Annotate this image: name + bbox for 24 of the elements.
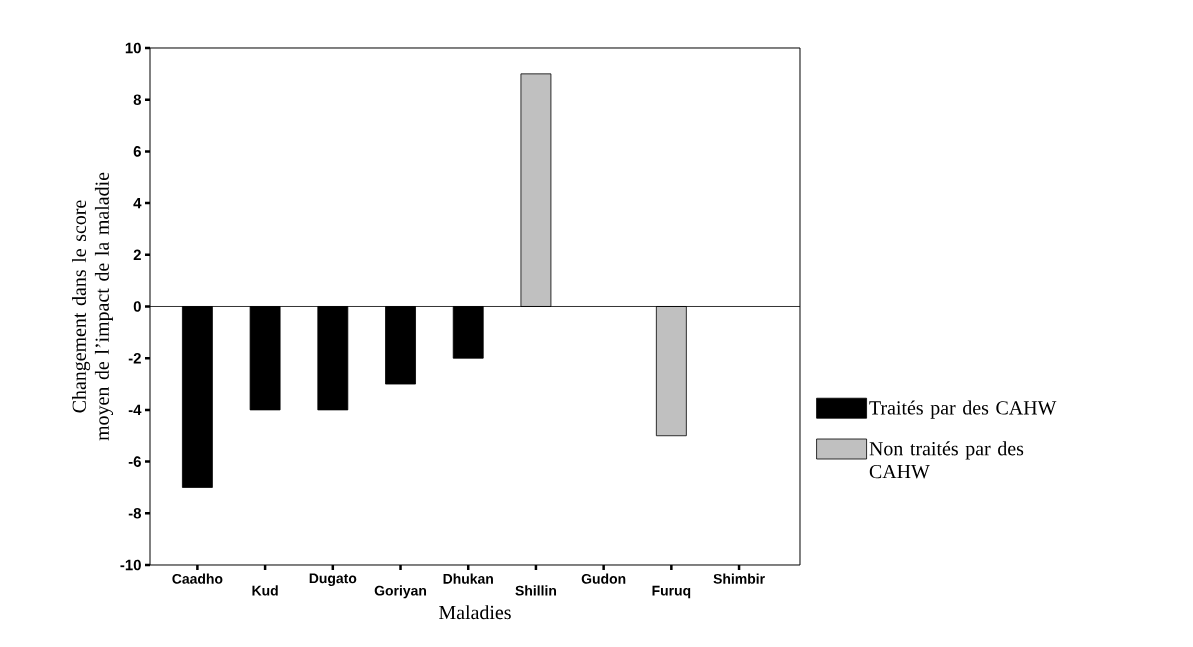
y-axis-title: Changement dans le score moyen de l’impact de la maladie xyxy=(72,172,114,441)
y-tick-label: -6 xyxy=(128,456,141,467)
x-tick-label: Shimbir xyxy=(713,573,765,584)
y-tick-label: -8 xyxy=(128,508,142,519)
x-tick-label: Kud xyxy=(252,585,278,596)
y-tick-label: 6 xyxy=(133,146,141,157)
x-tick-label: Dugato xyxy=(309,573,357,587)
x-tick-label: Gudon xyxy=(581,573,626,584)
legend-label: Non traités par des CAHW xyxy=(869,441,1024,479)
y-tick-label: -2 xyxy=(128,352,141,364)
y-tick-label: 8 xyxy=(133,94,142,105)
x-tick-label: Shillin xyxy=(515,585,556,596)
y-tick-label: -10 xyxy=(120,559,141,571)
legend-label: Traités par des CAHW xyxy=(869,400,1057,419)
y-tick-label: 0 xyxy=(133,301,141,312)
x-tick-label: Caadho xyxy=(172,573,223,584)
y-tick-label: 10 xyxy=(125,42,141,54)
x-tick-label: Dhukan xyxy=(443,573,493,584)
x-tick-label: Furuq xyxy=(652,585,691,599)
y-tick-label: -4 xyxy=(128,404,142,416)
x-tick-label: Goriyan xyxy=(374,585,427,599)
y-tick-label: 2 xyxy=(133,249,141,261)
y-tick-label: 4 xyxy=(133,197,142,209)
x-axis-title: Maladies xyxy=(439,605,511,620)
